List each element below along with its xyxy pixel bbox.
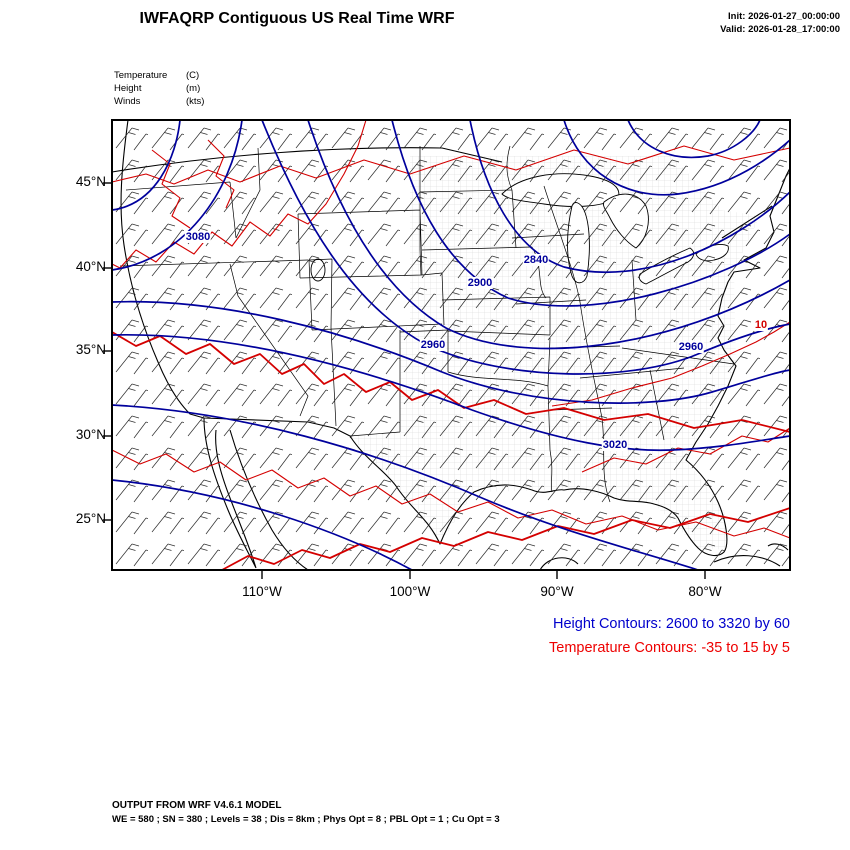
init-time: Init: 2026-01-27_00:00:00 [728, 11, 840, 22]
legend-row-temperature: Temperature (C) [114, 70, 200, 81]
map-frame [111, 119, 791, 571]
axis-ticks [103, 182, 706, 579]
lat-label-40n: 40°N [75, 259, 106, 274]
legend-row-height: Height (m) [114, 83, 201, 94]
lat-label-35n: 35°N [75, 342, 106, 357]
page-title: IWFAQRP Contiguous US Real Time WRF [139, 10, 455, 27]
lat-label-45n: 45°N [75, 174, 106, 189]
height-contour-caption: Height Contours: 2600 to 3320 by 60 [553, 616, 790, 632]
footer-config-line: WE = 580 ; SN = 380 ; Levels = 38 ; Dis … [112, 814, 500, 825]
lon-label-100w: 100°W [389, 584, 431, 599]
footer-model-line: OUTPUT FROM WRF V4.6.1 MODEL [112, 800, 282, 811]
run-times: Init: 2026-01-27_00:00:00 Valid: 2026-01… [620, 10, 840, 36]
map-area: 3080 2840 2900 2960 2960 3020 10 [103, 119, 791, 579]
model-footer: OUTPUT FROM WRF V4.6.1 MODEL WE = 580 ; … [112, 800, 500, 825]
valid-time: Valid: 2026-01-28_17:00:00 [720, 24, 840, 35]
temperature-contours [111, 119, 791, 571]
contour-captions: Height Contours: 2600 to 3320 by 60 Temp… [400, 612, 790, 660]
lat-label-25n: 25°N [75, 511, 106, 526]
lon-label-110w: 110°W [242, 584, 282, 599]
height-contours [111, 119, 791, 571]
lat-label-30n: 30°N [75, 427, 106, 442]
temperature-contour-caption: Temperature Contours: -35 to 15 by 5 [549, 640, 790, 656]
legend-row-winds: Winds (kts) [114, 96, 205, 107]
lon-label-80w: 80°W [688, 584, 722, 599]
lon-label-90w: 90°W [540, 584, 574, 599]
wind-barb-field [112, 120, 790, 570]
field-legend: Temperature (C) Height (m) Winds (kts) [114, 69, 204, 108]
wrf-map-svg [103, 119, 791, 579]
